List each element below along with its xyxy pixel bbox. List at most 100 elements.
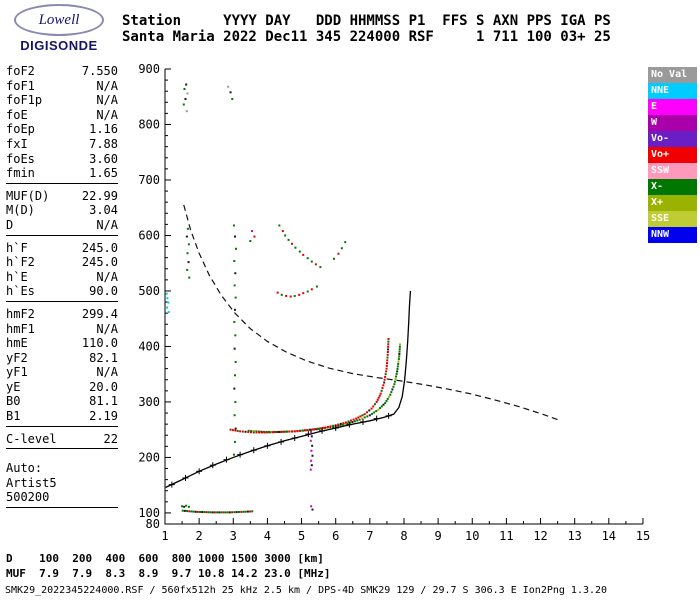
param-row-h-es: h`Es 90.0 (6, 284, 118, 299)
param-value: 299.4 (81, 306, 118, 321)
param-label: yE (6, 379, 21, 394)
param-value: N/A (96, 107, 118, 122)
svg-text:8: 8 (400, 529, 407, 543)
svg-text:9: 9 (435, 529, 442, 543)
param-label: D (6, 217, 14, 232)
param-row-h-f2: h`F2 245.0 (6, 255, 118, 270)
param-value: 90.0 (89, 284, 118, 299)
logo-brand-text: Lowell (38, 11, 80, 28)
legend-item-x: X+ (648, 195, 697, 211)
param-value: N/A (96, 93, 118, 108)
svg-text:3: 3 (230, 529, 237, 543)
svg-text:600: 600 (138, 228, 160, 242)
param-label: C-level (6, 431, 57, 446)
param-row-foep: foEp 1.16 (6, 122, 118, 137)
param-row-hmf1: hmF1 N/A (6, 322, 118, 337)
svg-text:4: 4 (264, 529, 271, 543)
param-label: fmin (6, 166, 35, 181)
param-label: fxI (6, 136, 28, 151)
param-row-muf-d: MUF(D) 22.99 (6, 189, 118, 204)
param-value: 245.0 (81, 240, 118, 255)
legend-item-no-val: No Val (648, 67, 697, 83)
param-label: foF2 (6, 64, 35, 78)
param-group: hmF2 299.4 hmF1 N/A hmE 110.0 yF2 82.1 yF1 N/A yE 2… (6, 307, 118, 427)
param-label: h`E (6, 269, 28, 284)
legend-item-nnw: NNW (648, 227, 697, 243)
header-block: Station YYYY DAY DDD HHMMSS P1 FFS S AXN… (122, 13, 611, 45)
param-label: hmF2 (6, 306, 35, 321)
param-row-auto: Auto: (6, 461, 118, 476)
param-label: h`Es (6, 284, 35, 299)
param-value: N/A (96, 269, 118, 284)
legend-item-ssw: SSW (648, 163, 697, 179)
svg-text:10: 10 (465, 529, 479, 543)
svg-text:12: 12 (533, 529, 547, 543)
param-value: 110.0 (81, 336, 118, 351)
param-label: yF2 (6, 350, 28, 365)
svg-text:400: 400 (138, 339, 160, 353)
svg-text:7: 7 (366, 529, 373, 543)
param-value: 7.88 (89, 136, 118, 151)
param-row-yf1: yF1 N/A (6, 365, 118, 380)
param-row-fof2: foF2 7.550 (6, 64, 118, 79)
param-row-fxi: fxI 7.88 (6, 137, 118, 152)
svg-text:14: 14 (602, 529, 616, 543)
svg-text:6: 6 (332, 529, 339, 543)
lowell-logo-oval: Lowell (14, 4, 104, 36)
param-row-b1: B1 2.19 (6, 409, 118, 424)
param-value: N/A (96, 365, 118, 380)
param-label: MUF(D) (6, 188, 50, 203)
param-label: foEs (6, 151, 35, 166)
param-label: foF1p (6, 93, 43, 108)
param-value: 7.550 (81, 64, 118, 78)
svg-text:900: 900 (138, 62, 160, 76)
plot-data (165, 83, 562, 514)
param-value: 20.0 (89, 379, 118, 394)
param-row-b0: B0 81.1 (6, 394, 118, 409)
legend-item-e: E (648, 99, 697, 115)
legend-item-w: W (648, 115, 697, 131)
param-row-foes: foEs 3.60 (6, 152, 118, 167)
param-row-c-level: C-level 22 (6, 432, 118, 447)
svg-text:200: 200 (138, 450, 160, 464)
param-value: 2.19 (89, 409, 118, 424)
param-row-d: D N/A (6, 218, 118, 233)
param-value: 245.0 (81, 255, 118, 270)
param-value: 3.60 (89, 151, 118, 166)
param-row-m-d: M(D) 3.04 (6, 203, 118, 218)
legend-item-sse: SSE (648, 211, 697, 227)
param-row-h-e: h`E N/A (6, 270, 118, 285)
param-label: 500200 (6, 490, 50, 505)
d-distances-row: D 100 200 400 600 800 1000 1500 3000 [km… (6, 552, 324, 565)
param-label: B1 (6, 409, 21, 424)
param-value: 81.1 (89, 394, 118, 409)
svg-text:100: 100 (138, 506, 160, 520)
svg-text:800: 800 (138, 117, 160, 131)
parameter-panel: foF2 7.550 foF1 N/A foF1p N/A foE N/A foEp 1.16 fx… (6, 64, 118, 513)
param-group: h`F 245.0 h`F2 245.0 h`E N/A h`Es 90.0 (6, 241, 118, 302)
param-label: h`F (6, 240, 28, 255)
param-label: Auto: (6, 461, 43, 476)
param-label: foEp (6, 122, 35, 137)
param-row-hmf2: hmF2 299.4 (6, 307, 118, 322)
status-line: SMK29_2022345224000.RSF / 560fx512h 25 k… (5, 585, 608, 596)
param-row-500200: 500200 (6, 490, 118, 505)
param-row-yf2: yF2 82.1 (6, 351, 118, 366)
param-group: C-level 22 (6, 432, 118, 450)
param-label: foF1 (6, 78, 35, 93)
lowell-digisonde-logo: Lowell DIGISONDE (8, 4, 110, 53)
svg-text:15: 15 (636, 529, 650, 543)
legend-item-vo: Vo+ (648, 147, 697, 163)
param-value: 22 (103, 431, 118, 446)
param-value: N/A (96, 217, 118, 232)
svg-text:500: 500 (138, 284, 160, 298)
legend-item-vo: Vo- (648, 131, 697, 147)
param-row-fmin: fmin 1.65 (6, 166, 118, 181)
muf-values-row: MUF 7.9 7.9 8.3 8.9 9.7 10.8 14.2 23.0 [… (6, 567, 331, 580)
param-label: hmF1 (6, 321, 35, 336)
param-row-h-f: h`F 245.0 (6, 241, 118, 256)
param-row-foe: foE N/A (6, 108, 118, 123)
